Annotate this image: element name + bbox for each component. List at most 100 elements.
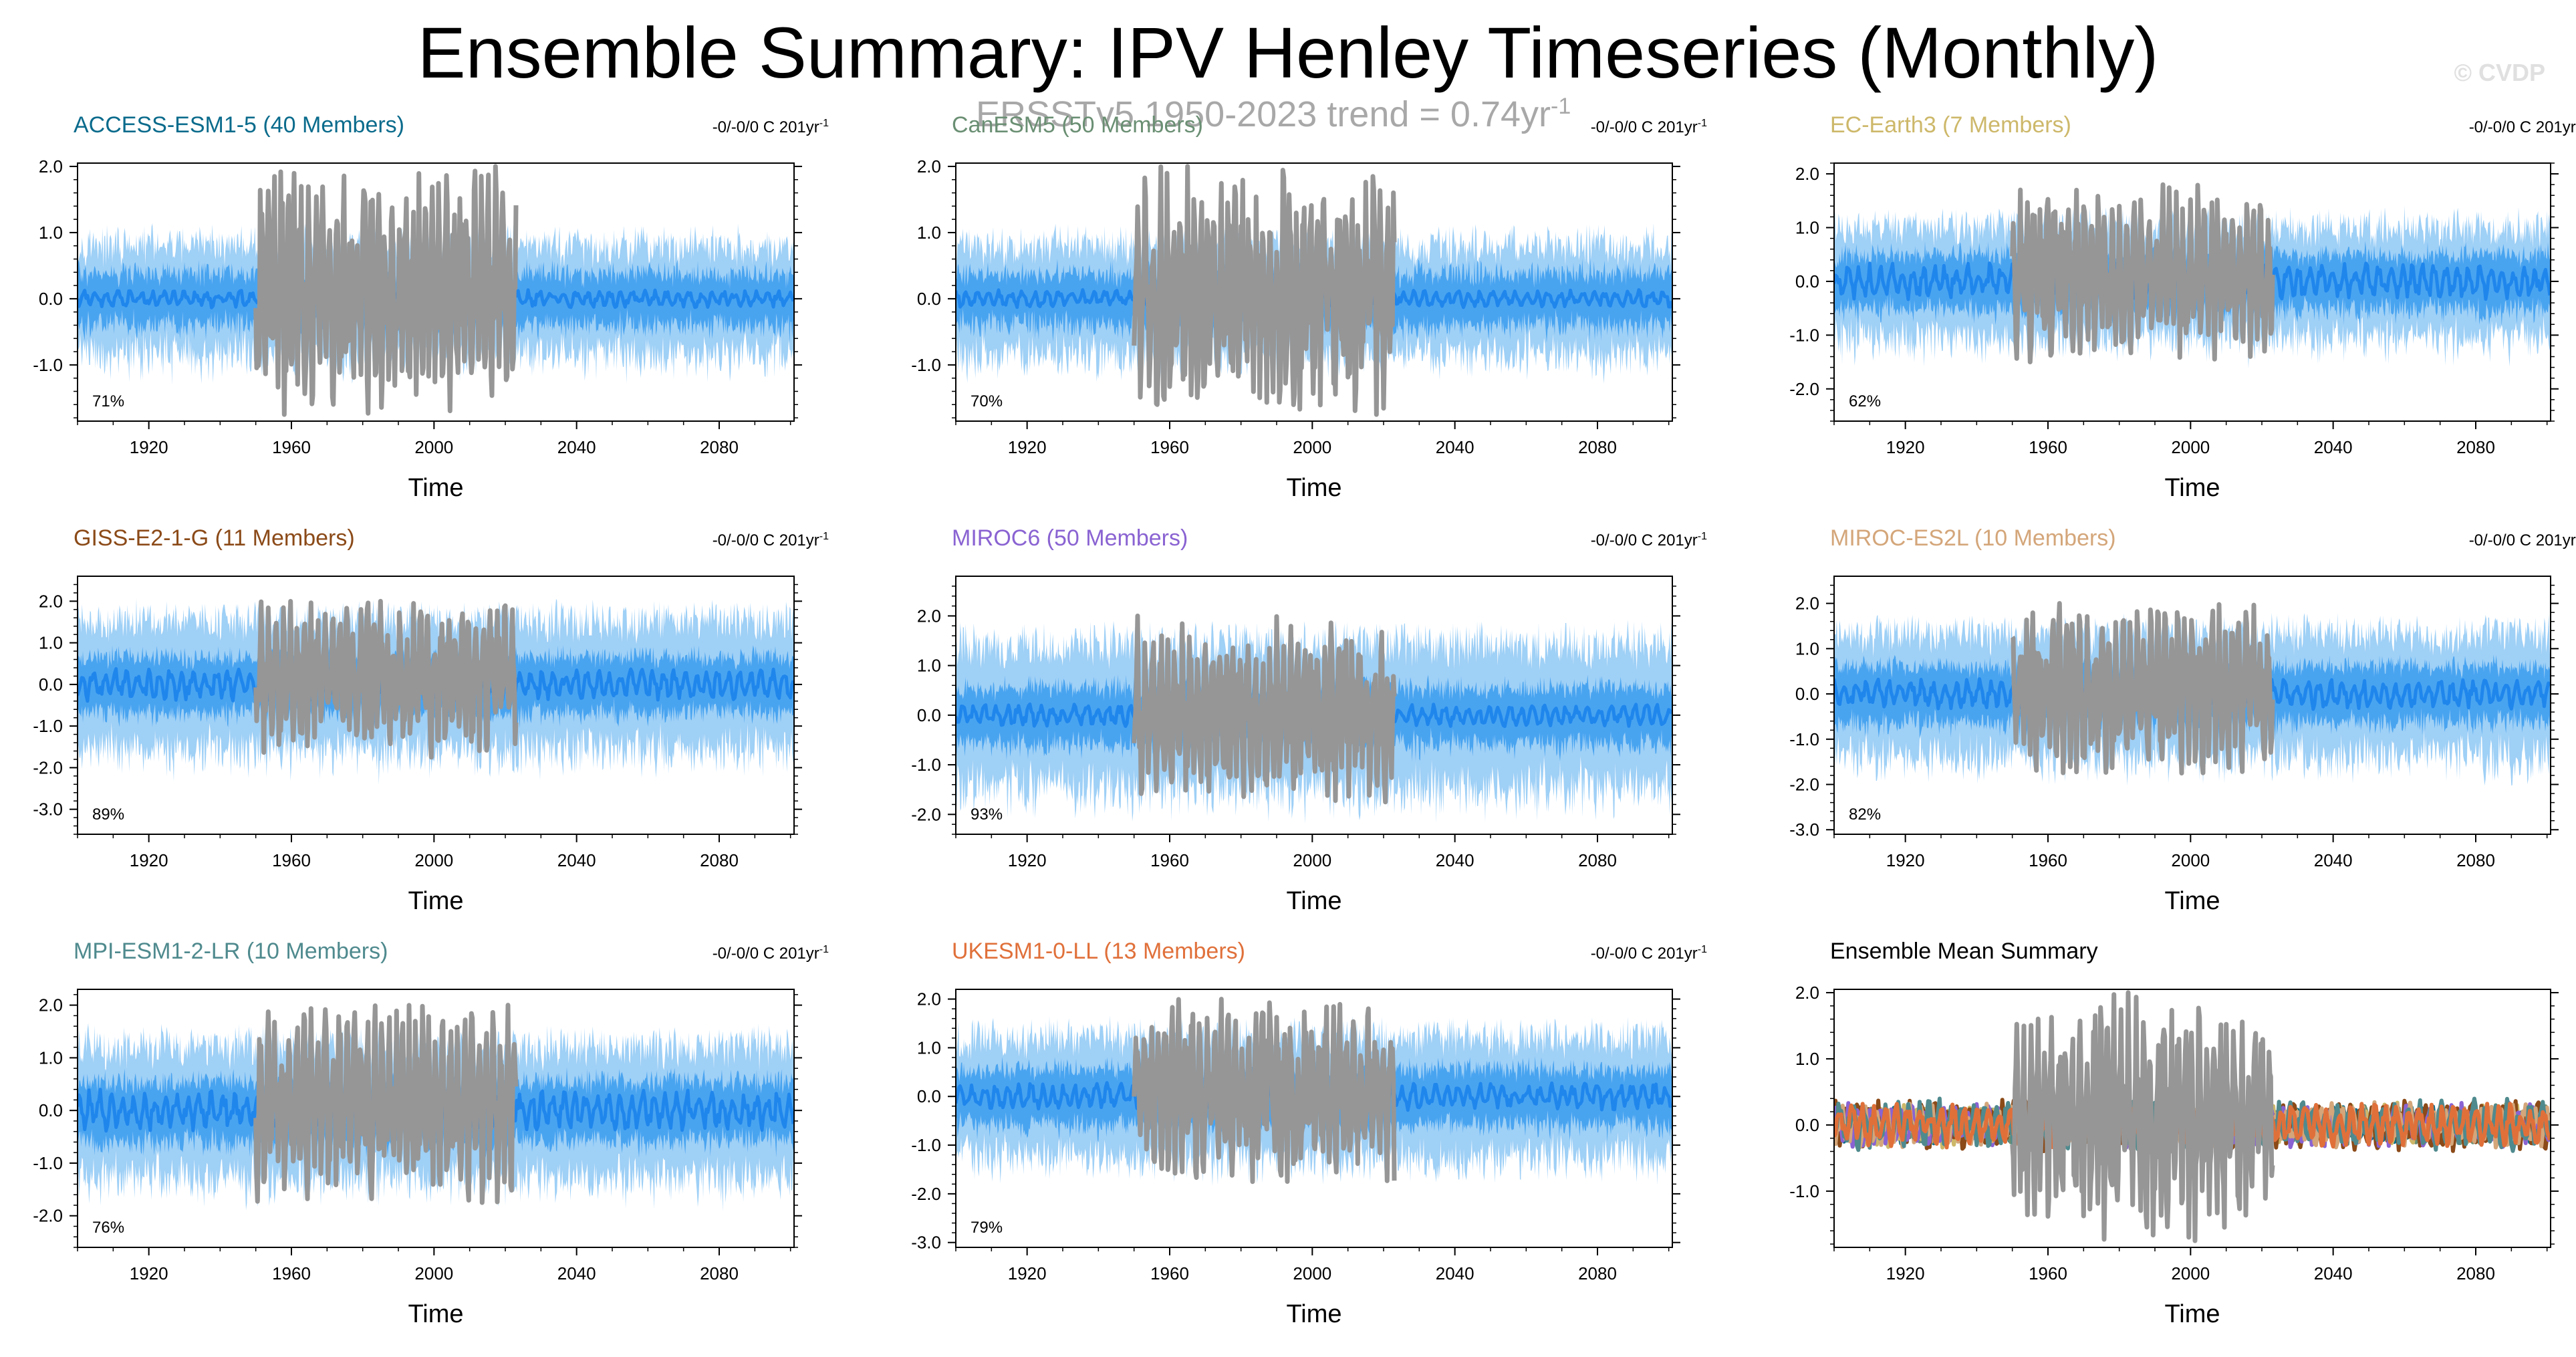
x-tick-label: 2080: [2456, 1263, 2495, 1283]
panel-trend: -0/-0/0 C 201yr-1: [1591, 531, 1707, 550]
x-tick-label: 2000: [414, 1263, 453, 1283]
x-tick-label: 2040: [1436, 850, 1474, 870]
panel-title: Ensemble Mean Summary: [1830, 939, 2098, 964]
y-tick-label: -1.0: [911, 355, 941, 375]
percent-label: 70%: [971, 392, 1003, 410]
plot-area: [956, 164, 1672, 417]
panel-mpi-esm1-2-lr: MPI-ESM1-2-LR (10 Members) -0/-0/0 C 201…: [33, 920, 829, 1334]
y-tick-label: 2.0: [917, 156, 941, 176]
panel-title: CanESM5 (50 Members): [952, 112, 1204, 138]
plot-frame: [955, 162, 1673, 422]
y-tick-label: 1.0: [39, 633, 63, 653]
obs-series-line: [2010, 182, 2275, 364]
panel-title: MPI-ESM1-2-LR (10 Members): [74, 939, 388, 964]
panel-plot: 2.0 1.0 0.0 -1.0 1920 1960 2000 2040 2080 Time: [1789, 983, 2559, 1328]
x-tick-label: 1920: [130, 437, 168, 457]
plot-area: [78, 164, 794, 417]
panel-trend-text: -0/-0/0 C 201yr: [1590, 531, 1698, 549]
panel-title: EC-Earth3 (7 Members): [1830, 112, 2071, 138]
x-tick-label: 1920: [1886, 850, 1925, 870]
obs-series-line: [1132, 613, 1397, 805]
x-axis-label: Time: [1286, 474, 1341, 502]
panel-plot: 2.0 1.0 0.0 -1.0 -2.0 1920 1960 2000 2040 2080 Tim…: [33, 989, 802, 1328]
plot-area: [1834, 990, 2551, 1243]
y-tick-label: 1.0: [1795, 218, 1819, 238]
plot-area: [1834, 601, 2551, 786]
page-title: Ensemble Summary: IPV Henley Timeseries …: [417, 12, 2159, 93]
y-tick-label: 0.0: [39, 1100, 63, 1120]
x-tick-label: 2000: [414, 437, 453, 457]
x-tick-label: 1960: [2029, 850, 2067, 870]
panel-plot: 2.0 1.0 0.0 -1.0 1920 1960 2000 2040 2080 Time 71%: [33, 156, 802, 502]
y-tick-label: 0.0: [1795, 1115, 1819, 1135]
plot-area: [956, 997, 1672, 1187]
x-tick-label: 2080: [700, 437, 739, 457]
x-tick-label: 1960: [2029, 1263, 2067, 1283]
x-tick-label: 2000: [2171, 850, 2210, 870]
y-tick-label: 2.0: [39, 995, 63, 1015]
x-tick-label: 1960: [2029, 437, 2067, 457]
y-tick-label: -2.0: [1789, 775, 1819, 795]
panel-trend-exponent: -1: [819, 118, 829, 129]
y-tick-label: 0.0: [1795, 684, 1819, 704]
y-tick-label: -1.0: [33, 1153, 63, 1173]
y-tick-label: 2.0: [39, 156, 63, 176]
x-tick-label: 1920: [1886, 1263, 1925, 1283]
panel-giss-e2-1-g: GISS-E2-1-G (11 Members) -0/-0/0 C 201yr…: [33, 507, 829, 921]
y-tick-label: -2.0: [911, 1184, 941, 1204]
y-tick-label: 2.0: [917, 606, 941, 626]
y-tick-label: 0.0: [39, 674, 63, 695]
x-tick-label: 2080: [1578, 437, 1617, 457]
percent-label: 62%: [1849, 392, 1881, 410]
panel-trend-text: -0/-0/0 C 201yr: [2468, 531, 2576, 549]
y-tick-label: -3.0: [911, 1233, 941, 1253]
panel-trend-text: -0/-0/0 C 201yr: [712, 945, 819, 963]
y-tick-label: 1.0: [917, 656, 941, 676]
panel-trend: -0/-0/0 C 201yr-1: [1591, 118, 1707, 137]
x-axis-label: Time: [408, 1300, 463, 1328]
y-tick-label: -1.0: [911, 1135, 941, 1155]
panel-plot: 2.0 1.0 0.0 -1.0 -2.0 1920 1960 2000 2040 2080 Tim…: [1789, 162, 2559, 502]
panel-trend-exponent: -1: [819, 531, 829, 542]
y-tick-label: 1.0: [39, 1047, 63, 1068]
x-tick-label: 2000: [2171, 1263, 2210, 1283]
panel-trend: -0/-0/0 C 201yr-1: [713, 118, 829, 137]
panel-ukesm1-0-ll: UKESM1-0-LL (13 Members) -0/-0/0 C 201yr…: [911, 920, 1707, 1334]
x-tick-label: 1960: [272, 850, 311, 870]
panel-trend-exponent: -1: [1697, 118, 1707, 129]
x-tick-label: 2000: [414, 850, 453, 870]
x-tick-label: 1960: [272, 437, 311, 457]
percent-label: 89%: [92, 806, 124, 824]
x-tick-label: 1920: [1886, 437, 1925, 457]
plot-frame: [955, 989, 1673, 1248]
obs-series-line: [253, 164, 519, 417]
x-tick-label: 1960: [272, 1263, 311, 1283]
y-tick-label: 1.0: [1795, 638, 1819, 658]
panel-title: UKESM1-0-LL (13 Members): [952, 939, 1245, 964]
y-tick-label: -2.0: [33, 757, 63, 777]
x-tick-label: 2080: [2456, 437, 2495, 457]
obs-series-line: [1132, 997, 1397, 1185]
x-tick-label: 1960: [1150, 850, 1189, 870]
y-tick-label: 2.0: [39, 591, 63, 611]
x-tick-label: 1960: [1150, 1263, 1189, 1283]
panel-trend-text: -0/-0/0 C 201yr: [712, 118, 819, 136]
x-tick-label: 1920: [1008, 1263, 1047, 1283]
cvdp-watermark: © CVDP: [2454, 59, 2545, 86]
panel-title: ACCESS-ESM1-5 (40 Members): [74, 112, 405, 138]
plot-area: [1834, 182, 2551, 369]
y-tick-label: -3.0: [33, 799, 63, 820]
y-tick-label: -1.0: [911, 755, 941, 775]
x-axis-label: Time: [1286, 1300, 1341, 1328]
y-tick-label: 0.0: [917, 1086, 941, 1106]
x-tick-label: 2040: [2314, 1263, 2353, 1283]
y-tick-label: 2.0: [1795, 594, 1819, 614]
x-tick-label: 2040: [1436, 437, 1474, 457]
y-tick-label: -1.0: [1789, 325, 1819, 345]
obs-trend-label: ERSSTv5 1950-2023 trend = 0.74yr-1: [976, 94, 1571, 135]
x-axis-label: Time: [2164, 474, 2220, 502]
panel-plot: 2.0 1.0 0.0 -1.0 -2.0 -3.0 1920 1960 2000 2040 208…: [911, 989, 1680, 1328]
plot-frame: [1833, 576, 2551, 835]
x-tick-label: 2080: [700, 850, 739, 870]
y-tick-label: 0.0: [1795, 271, 1819, 291]
